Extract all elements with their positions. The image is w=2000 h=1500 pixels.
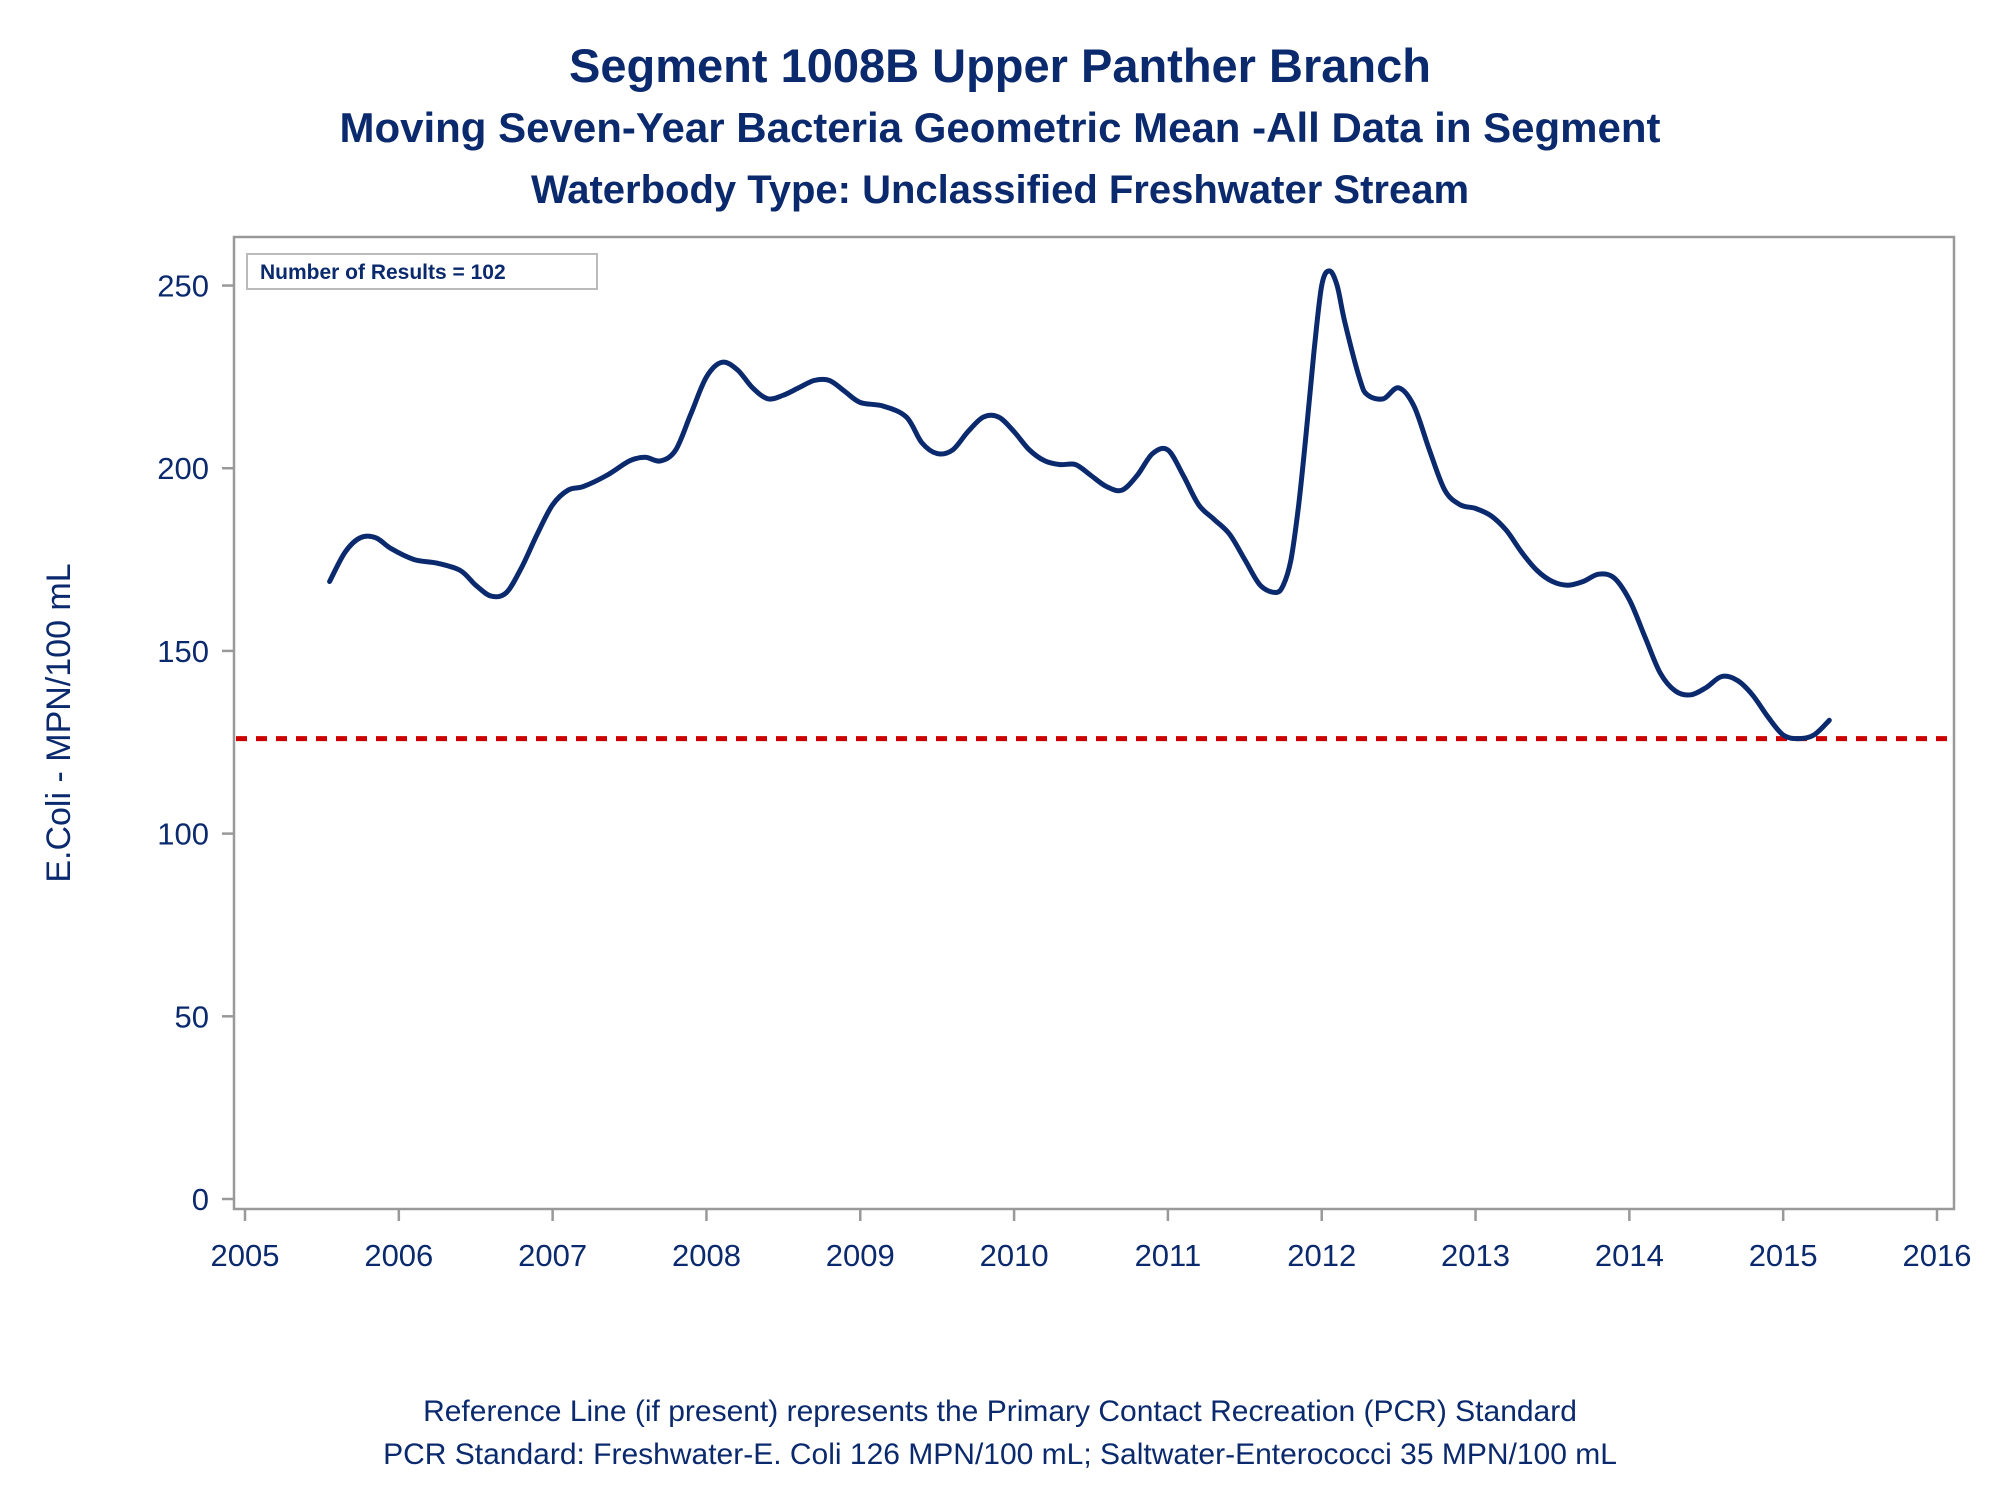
x-tick-label-2005: 2005	[211, 1238, 280, 1273]
series-line-0	[327, 268, 1832, 742]
x-tick-label-2007: 2007	[518, 1238, 587, 1273]
footnote-reference-line: Reference Line (if present) represents t…	[423, 1395, 1577, 1428]
y-axis-label: E.Coli - MPN/100 mL	[40, 563, 78, 882]
y-tick-label-50: 50	[175, 999, 209, 1034]
x-tick-label-2011: 2011	[1135, 1238, 1202, 1273]
y-tick-label-250: 250	[157, 269, 209, 304]
x-tick-label-2010: 2010	[980, 1238, 1049, 1273]
results-count-frame	[246, 253, 598, 290]
results-count-box: Number of Results = 102	[246, 253, 598, 290]
footnote-pcr-standard: PCR Standard: Freshwater-E. Coli 126 MPN…	[383, 1438, 1617, 1471]
y-tick-label-150: 150	[157, 634, 209, 669]
x-tick-label-2012: 2012	[1287, 1238, 1356, 1273]
x-tick-label-2013: 2013	[1441, 1238, 1510, 1273]
plot-frame	[232, 235, 1956, 1211]
x-tick-label-2015: 2015	[1749, 1238, 1818, 1273]
results-count-label: Number of Results = 102	[260, 261, 506, 284]
x-tick-label-2008: 2008	[672, 1238, 741, 1273]
x-tick-label-2016: 2016	[1903, 1238, 1972, 1273]
y-tick-label-200: 200	[157, 451, 209, 486]
series-layer	[327, 268, 1832, 742]
x-tick-label-2009: 2009	[826, 1238, 895, 1273]
chart-subtitle: Moving Seven-Year Bacteria Geometric Mea…	[339, 104, 1661, 151]
axis-layer: 2005 2006 2007 2008 2009 2010 2011 2012 2013 2014…	[157, 269, 1971, 1273]
y-tick-label-100: 100	[157, 817, 209, 852]
x-tick-label-2014: 2014	[1595, 1238, 1664, 1273]
chart-title: Segment 1008B Upper Panther Branch	[569, 39, 1431, 92]
x-tick-label-2006: 2006	[364, 1238, 433, 1273]
y-tick-label-0: 0	[192, 1182, 209, 1217]
chart-subtitle-2: Waterbody Type: Unclassified Freshwater …	[530, 168, 1470, 212]
